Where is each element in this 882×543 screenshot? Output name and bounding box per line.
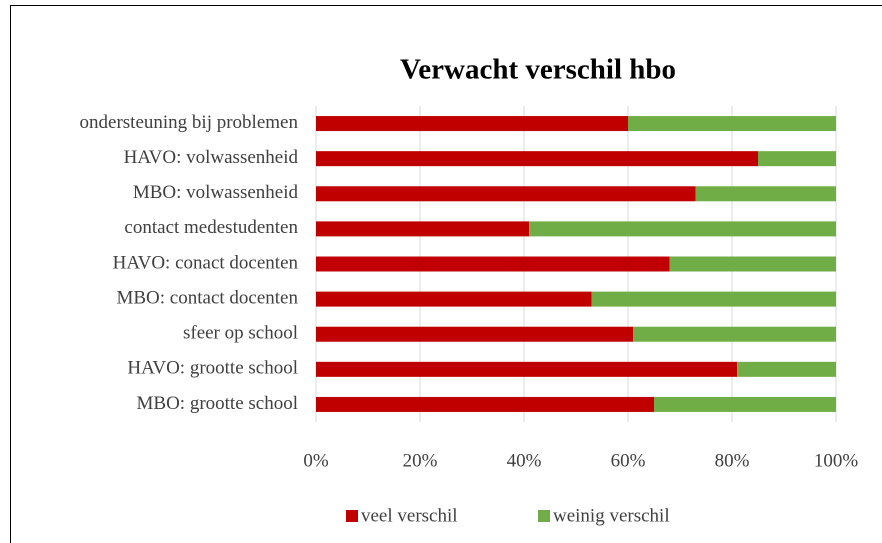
- bar: [316, 116, 628, 132]
- bar: [654, 396, 836, 412]
- y-tick-label: contact medestudenten: [124, 217, 298, 238]
- bar: [316, 151, 758, 167]
- chart-title: Verwacht verschil hbo: [400, 54, 676, 86]
- x-tick-label: 80%: [715, 450, 750, 471]
- bar: [695, 186, 836, 202]
- y-tick-label: MBO: volwassenheid: [133, 182, 299, 203]
- bar: [669, 256, 836, 272]
- x-tick-label: 100%: [814, 450, 859, 471]
- chart-border: [10, 5, 882, 543]
- y-tick-label: HAVO: conact docenten: [113, 252, 299, 273]
- bar: [758, 151, 836, 167]
- x-tick-label: 60%: [611, 450, 646, 471]
- bar: [737, 361, 836, 377]
- bar: [316, 361, 738, 377]
- legend-label: weinig verschil: [553, 505, 670, 526]
- y-tick-label: HAVO: grootte school: [127, 358, 298, 379]
- bar: [633, 326, 836, 342]
- bar: [316, 326, 634, 342]
- bar: [316, 291, 592, 307]
- bar: [591, 291, 836, 307]
- bar: [316, 221, 530, 237]
- bar: [316, 396, 654, 412]
- bar: [316, 256, 670, 272]
- y-tick-label: MBO: grootte school: [137, 393, 299, 414]
- legend-label: veel verschil: [361, 505, 458, 526]
- x-tick-label: 0%: [303, 450, 329, 471]
- legend-swatch: [346, 510, 358, 522]
- bar: [316, 186, 696, 202]
- x-tick-label: 40%: [507, 450, 542, 471]
- y-tick-label: HAVO: volwassenheid: [124, 147, 299, 168]
- bar: [628, 116, 836, 132]
- y-tick-label: ondersteuning bij problemen: [80, 112, 299, 133]
- legend-swatch: [538, 510, 550, 522]
- y-tick-label: MBO: contact docenten: [116, 287, 298, 308]
- y-tick-label: sfeer op school: [183, 323, 298, 344]
- bar: [529, 221, 836, 237]
- x-tick-label: 20%: [403, 450, 438, 471]
